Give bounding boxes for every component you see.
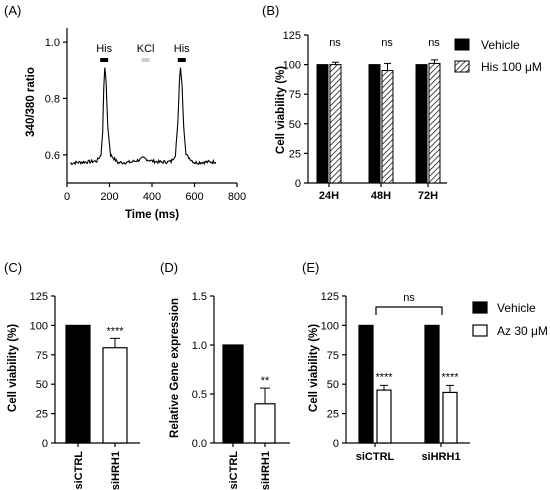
panel-b-bar	[368, 64, 381, 184]
panel-e-y-tick-label: 25	[327, 409, 339, 421]
panel-e-bracket	[375, 306, 443, 315]
panel-a-stimulus-bar	[100, 58, 109, 62]
panel-b-legend-swatch	[454, 38, 470, 51]
panel-a-xlabel: Time (ms)	[125, 209, 179, 221]
panel-b-x-tick-label: 48H	[371, 190, 391, 202]
panel-b-y-tick-label: 25	[289, 148, 301, 160]
panel-b-legend-label: Vehicle	[481, 38, 520, 52]
panel-d-bar	[254, 403, 276, 444]
panel-a-y-tick-label: 0.6	[45, 150, 60, 162]
panel-d-x-tick-label: siCTRL	[228, 451, 240, 490]
panel-c-significance: ****	[106, 325, 124, 337]
panel-c: (C) Cell viability (%) 0 25 50 75 100 125 siCT…	[4, 260, 140, 490]
panel-c-y-tick-label: 25	[36, 409, 48, 421]
panel-e-bar	[442, 391, 458, 444]
panel-a-ylabel: 340/380 ratio	[25, 67, 37, 137]
panel-c-x-tick-label: siCTRL	[73, 451, 85, 490]
panel-b-significance: ns	[381, 37, 393, 49]
panel-e-y-tick-label: 0	[333, 438, 339, 450]
panel-a-x-tick-label: 200	[100, 191, 118, 203]
panel-e: (E) Cell viability (%) 0 25 50 75 100 125 ****…	[302, 260, 548, 463]
panel-b-significance: ns	[428, 37, 440, 49]
panel-b-bar	[329, 64, 342, 184]
panel-a: (A) 340/380 ratio Time (ms) 0 200 400 600 80…	[4, 3, 246, 221]
panel-b-bar	[381, 70, 394, 184]
panel-d-significance: **	[261, 375, 270, 387]
panel-d-y-tick-label: 1.5	[192, 291, 207, 303]
panel-d-y-tick-label: 1.0	[192, 340, 207, 352]
panel-c-x-tick-label: siHRH1	[110, 451, 122, 490]
panel-e-y-tick-label: 125	[321, 291, 339, 303]
panel-b-bar	[428, 62, 441, 184]
panel-b-y-tick-label: 100	[283, 60, 301, 72]
panel-d-ylabel: Relative Gene expression	[169, 298, 181, 438]
panel-d-y-tick-label: 0.5	[192, 389, 207, 401]
panel-c-y-tick-label: 0	[42, 438, 48, 450]
panel-e-significance: ****	[375, 371, 393, 383]
panel-e-bar	[358, 324, 374, 444]
panel-a-trace	[70, 67, 217, 166]
panel-a-label: (A)	[4, 3, 21, 18]
panel-b-x-tick-label: 24H	[319, 190, 339, 202]
panel-a-x-tick-label: 0	[64, 191, 70, 203]
panel-c-bar	[102, 347, 128, 444]
panel-e-y-tick-label: 75	[327, 350, 339, 362]
panel-e-bar	[376, 389, 392, 444]
panel-e-legend-swatch	[472, 324, 488, 337]
panel-c-y-tick-label: 75	[36, 350, 48, 362]
panel-e-x-tick-label: siCTRL	[356, 451, 395, 463]
panel-b-label: (B)	[262, 3, 279, 18]
panel-e-significance: ****	[441, 371, 459, 383]
panel-b-y-tick-label: 0	[295, 178, 301, 190]
panel-c-bar	[65, 324, 91, 444]
panel-a-stimulus-label: His	[174, 43, 190, 55]
panel-b-legend-swatch	[454, 60, 470, 73]
panel-a-stimulus-bar	[177, 58, 186, 62]
panel-a-stimulus-label: His	[96, 43, 112, 55]
panel-b-ylabel: Cell viability (%)	[275, 66, 287, 154]
panel-b-legend-label: His 100 μM	[481, 60, 542, 74]
panel-e-legend-label: Az 30 μM	[497, 324, 548, 338]
panel-a-y-tick-label: 0.8	[45, 93, 60, 105]
panel-d: (D) Relative Gene expression 0.0 0.5 1.0 1.…	[160, 260, 290, 490]
panel-d-x-tick-label: siHRH1	[260, 451, 272, 490]
panel-e-y-tick-label: 50	[327, 379, 339, 391]
panel-e-legend-label: Vehicle	[497, 301, 536, 315]
panel-c-y-tick-label: 50	[36, 379, 48, 391]
panel-a-stimulus-label: KCl	[137, 43, 155, 55]
panel-b-x-tick-label: 72H	[418, 190, 438, 202]
panel-b-bar	[316, 64, 329, 184]
panel-a-x-tick-label: 600	[185, 191, 203, 203]
panel-b: (B) Cell viability (%) 0 25 50 75 100 125 24H n…	[262, 3, 542, 202]
panel-c-ylabel: Cell viability (%)	[7, 324, 19, 412]
panel-d-y-tick-label: 0.0	[192, 438, 207, 450]
panel-a-stimulus-bar	[141, 58, 150, 62]
panel-b-y-tick-label: 75	[289, 89, 301, 101]
panel-b-bar	[415, 64, 428, 184]
panel-e-bracket-label: ns	[403, 292, 415, 304]
panel-b-y-tick-label: 125	[283, 30, 301, 42]
panel-e-x-tick-label: siHRH1	[421, 451, 460, 463]
panel-a-y-tick-label: 1.0	[45, 37, 60, 49]
panel-a-x-tick-label: 800	[228, 191, 246, 203]
panel-e-ylabel: Cell viability (%)	[308, 324, 320, 412]
panel-b-y-tick-label: 50	[289, 119, 301, 131]
panel-a-x-tick-label: 400	[143, 191, 161, 203]
panel-e-bar	[424, 324, 440, 444]
panel-e-legend-swatch	[472, 301, 488, 314]
panel-c-label: (C)	[4, 260, 22, 275]
panel-e-label: (E)	[302, 260, 319, 275]
panel-d-label: (D)	[160, 260, 178, 275]
panel-d-bar	[222, 344, 244, 444]
panel-c-y-tick-label: 100	[30, 320, 48, 332]
panel-b-significance: ns	[329, 37, 341, 49]
panel-e-y-tick-label: 100	[321, 320, 339, 332]
panel-c-y-tick-label: 125	[30, 291, 48, 303]
